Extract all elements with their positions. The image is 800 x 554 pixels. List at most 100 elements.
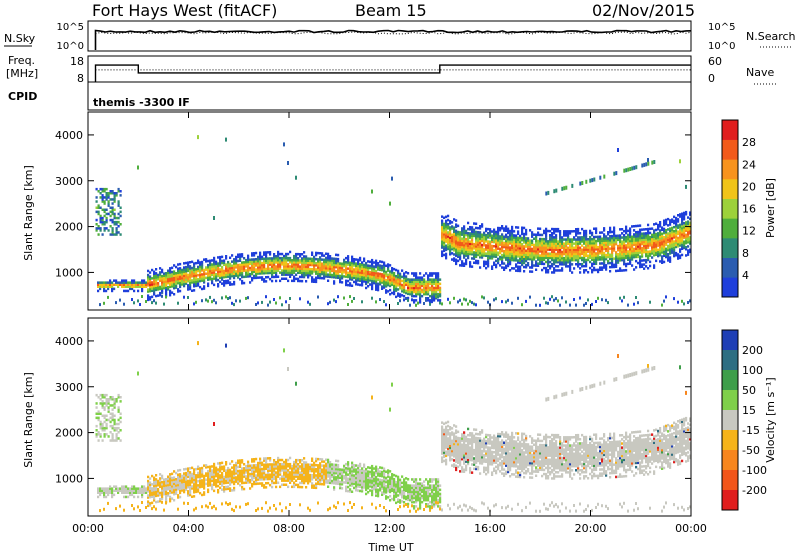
velocity-cell xyxy=(233,474,236,477)
power-cell xyxy=(467,221,470,225)
velocity-cell xyxy=(285,479,288,482)
power-cell xyxy=(465,231,468,235)
velocity-cell xyxy=(147,504,150,508)
power-cell xyxy=(649,244,652,247)
velocity-cell xyxy=(287,473,290,476)
power-cell xyxy=(261,257,264,261)
velocity-cell xyxy=(247,479,250,482)
power-cell xyxy=(639,249,642,252)
power-cell xyxy=(347,273,350,277)
power-cell xyxy=(661,247,664,250)
velocity-cell xyxy=(219,466,222,469)
power-cell xyxy=(239,271,242,275)
freq-panel: Freq. [MHz] 18 8 60 0 Nave xyxy=(6,54,778,85)
velocity-cell xyxy=(159,481,162,484)
power-cell xyxy=(675,245,678,249)
power-cell xyxy=(351,257,354,261)
power-cell xyxy=(687,224,690,227)
power-cell xyxy=(533,254,536,257)
power-cell xyxy=(551,265,554,268)
power-cell xyxy=(539,227,542,230)
power-cell xyxy=(487,246,490,249)
power-cell xyxy=(143,285,146,288)
power-cell xyxy=(533,247,536,251)
power-cell xyxy=(357,275,360,278)
power-cell xyxy=(601,254,604,257)
power-cell xyxy=(553,267,556,270)
velocity-cell xyxy=(291,467,294,470)
power-cell xyxy=(587,244,590,247)
power-cell xyxy=(155,301,157,305)
power-cell xyxy=(571,263,574,266)
power-cell xyxy=(551,254,554,258)
power-cell xyxy=(507,264,510,268)
power-cell xyxy=(231,270,234,274)
power-cell xyxy=(235,272,238,275)
power-cell xyxy=(541,239,544,243)
velocity-cell xyxy=(185,471,188,475)
power-cell xyxy=(153,280,156,284)
velocity-cell xyxy=(151,491,154,494)
power-cell xyxy=(535,250,538,253)
velocity-cell xyxy=(191,466,194,470)
power-cell xyxy=(185,265,188,269)
power-cell xyxy=(651,237,654,241)
power-cell xyxy=(277,275,280,278)
power-cell xyxy=(223,271,226,275)
power-cell xyxy=(595,248,598,251)
power-cell xyxy=(605,249,608,253)
velocity-cell xyxy=(277,463,280,466)
power-cell xyxy=(513,242,516,245)
power-cell xyxy=(445,240,448,243)
velocity-cell xyxy=(213,504,215,508)
velocity-cell xyxy=(203,483,206,486)
power-cell xyxy=(671,241,674,244)
power-cell xyxy=(481,239,484,243)
velocity-cell xyxy=(191,485,194,488)
velocity-cell xyxy=(171,476,174,480)
velocity-cell xyxy=(209,479,212,483)
power-cell xyxy=(639,230,642,234)
power-cell xyxy=(495,297,497,301)
colorbar-swatch xyxy=(722,257,738,278)
power-cell xyxy=(633,165,636,170)
velocity-cell xyxy=(203,474,206,478)
power-cell xyxy=(399,278,402,282)
power-cell xyxy=(187,265,190,268)
velocity-cell xyxy=(295,473,298,476)
power-cell xyxy=(529,243,532,246)
power-cell xyxy=(151,281,154,284)
power-cell xyxy=(175,276,178,279)
power-cell xyxy=(585,240,588,243)
velocity-cell xyxy=(219,470,222,473)
power-cell xyxy=(551,234,554,237)
power-cell xyxy=(233,270,236,273)
power-cell xyxy=(97,212,100,216)
power-cell xyxy=(385,281,388,284)
power-cell xyxy=(181,283,184,286)
velocity-cell xyxy=(103,507,105,511)
power-cell xyxy=(577,258,580,262)
power-cell xyxy=(355,262,358,265)
power-cell xyxy=(413,282,416,286)
power-cell xyxy=(115,233,118,236)
velocity-cell xyxy=(131,493,134,497)
power-cell xyxy=(111,287,114,291)
velocity-cell xyxy=(103,495,106,499)
power-cell xyxy=(455,258,458,261)
power-cell xyxy=(571,252,574,256)
velocity-cell xyxy=(137,489,140,492)
power-cell xyxy=(117,231,120,234)
power-cell xyxy=(259,257,262,261)
power-cell xyxy=(487,258,490,262)
power-cell xyxy=(299,259,302,262)
power-cell xyxy=(475,234,478,238)
power-cell xyxy=(659,225,662,228)
power-cell xyxy=(331,261,334,264)
velocity-cell xyxy=(153,484,156,488)
power-cell xyxy=(673,242,676,245)
power-cell xyxy=(665,237,668,240)
power-cell xyxy=(343,269,346,272)
power-cell xyxy=(593,256,596,259)
power-cell xyxy=(583,248,586,251)
